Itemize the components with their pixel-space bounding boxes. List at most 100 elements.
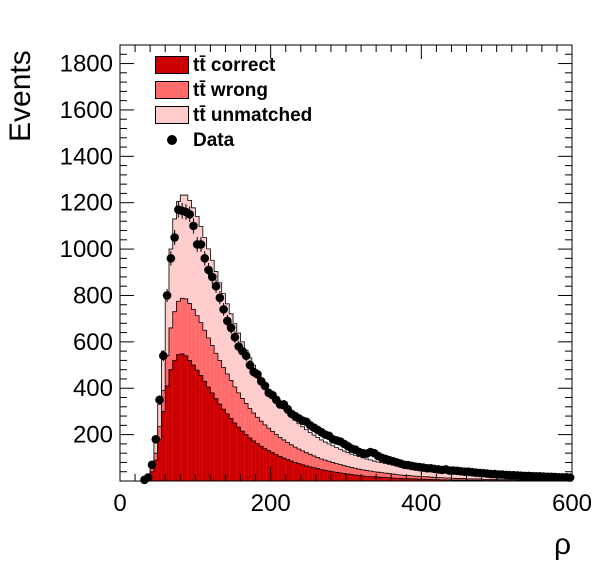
- hist-bar: [240, 431, 245, 481]
- hist-bar: [361, 469, 365, 481]
- hist-bar: [413, 478, 418, 481]
- data-point: [230, 332, 240, 342]
- hist-bar: [338, 472, 343, 481]
- axis-ticks: [119, 44, 573, 482]
- hist-bar: [346, 474, 350, 481]
- hist-bar: [440, 471, 444, 481]
- hist-bar: [436, 479, 441, 481]
- legend-label-data: Data: [193, 130, 235, 151]
- hist-bar: [398, 466, 403, 481]
- hist-bar: [447, 472, 452, 481]
- layer-outline: [142, 297, 573, 481]
- hist-bar: [379, 462, 384, 481]
- data-point: [219, 305, 228, 314]
- hist-bar: [451, 478, 456, 481]
- hist-bar: [376, 477, 380, 481]
- hist-bar: [278, 456, 282, 481]
- hist-bar: [293, 462, 298, 481]
- hist-bar: [406, 475, 411, 481]
- hist-bar: [221, 409, 226, 481]
- data-points: [140, 201, 575, 485]
- x-tick-label: 200: [251, 490, 291, 517]
- hist-bar: [421, 479, 426, 481]
- hist-bar: [391, 465, 395, 481]
- hist-bar: [342, 473, 346, 481]
- y-axis-title: Events: [4, 50, 37, 142]
- data-point: [204, 265, 213, 275]
- legend-label-wrong: tt̄ wrong: [193, 80, 268, 101]
- hist-bar: [297, 463, 301, 481]
- hist-bar: [229, 418, 233, 481]
- hist-bar: [308, 466, 313, 481]
- hist-bar: [236, 427, 241, 481]
- hist-bar: [387, 473, 392, 481]
- y-tick-label: 600: [73, 329, 113, 356]
- hist-bar: [330, 471, 335, 481]
- hist-bar: [406, 478, 411, 481]
- layer-outline: [142, 353, 573, 482]
- hist-bar: [428, 470, 433, 481]
- data-point: [223, 316, 232, 326]
- hist-bar: [368, 459, 373, 481]
- hist-bar: [327, 471, 331, 481]
- hist-bar: [372, 471, 377, 481]
- hist-bar: [176, 354, 181, 481]
- hist-bar: [451, 472, 456, 481]
- hist-bar: [255, 443, 260, 481]
- hist-bar: [447, 479, 452, 481]
- x-axis-title: ρ: [554, 528, 572, 561]
- axis-tick-labels: 0 200 400 600 200 400 600 800 1000 1200 1400 1600 18…: [60, 51, 592, 517]
- hist-bar: [274, 454, 279, 481]
- hist-bar: [432, 479, 437, 481]
- y-tick-label: 1000: [60, 236, 113, 263]
- hist-bar: [361, 475, 365, 481]
- hist-bar: [206, 387, 211, 481]
- hist-bar: [394, 478, 399, 481]
- hist-bar: [387, 477, 392, 481]
- stacked-histogram-layers: [142, 194, 573, 482]
- data-point: [207, 272, 217, 282]
- data-point: [155, 395, 164, 405]
- hist-bar: [402, 475, 407, 481]
- hist-bar: [251, 440, 256, 481]
- hist-bar: [394, 474, 399, 481]
- hist-bar: [383, 463, 388, 481]
- hist-bar: [379, 472, 384, 481]
- hist-bar: [443, 479, 448, 481]
- hist-bar: [165, 385, 169, 481]
- data-point: [245, 360, 255, 370]
- hist-bar: [210, 392, 215, 481]
- hist-bar: [349, 474, 354, 481]
- hist-bar: [319, 469, 324, 481]
- hist-bar: [459, 472, 463, 481]
- hist-bar: [361, 457, 365, 481]
- hist-bar: [410, 468, 414, 481]
- hist-bar: [270, 452, 275, 481]
- hist-bar: [417, 479, 422, 481]
- data-point: [151, 434, 161, 444]
- hist-bar: [364, 476, 369, 481]
- hist-bar: [391, 474, 395, 481]
- hist-bar: [161, 411, 166, 481]
- data-point: [196, 240, 206, 249]
- legend-swatch-wrong: [155, 81, 189, 99]
- hist-bar: [266, 450, 271, 481]
- hist-bar: [440, 477, 444, 481]
- hist-bar: [379, 477, 384, 481]
- hist-bar: [153, 460, 158, 481]
- data-point: [215, 293, 225, 303]
- hist-bar: [417, 469, 422, 481]
- hist-bar: [410, 475, 414, 481]
- hist-bar: [376, 472, 380, 481]
- hist-bar: [180, 353, 185, 481]
- hist-bar: [470, 473, 475, 481]
- y-tick-label: 1800: [60, 51, 113, 78]
- hist-bar: [466, 473, 471, 481]
- hist-bar: [417, 476, 422, 481]
- data-point: [226, 323, 236, 333]
- hist-bar: [184, 355, 188, 481]
- hist-bar: [387, 464, 392, 481]
- x-tick-label: 600: [552, 490, 592, 517]
- hist-bar: [364, 470, 369, 481]
